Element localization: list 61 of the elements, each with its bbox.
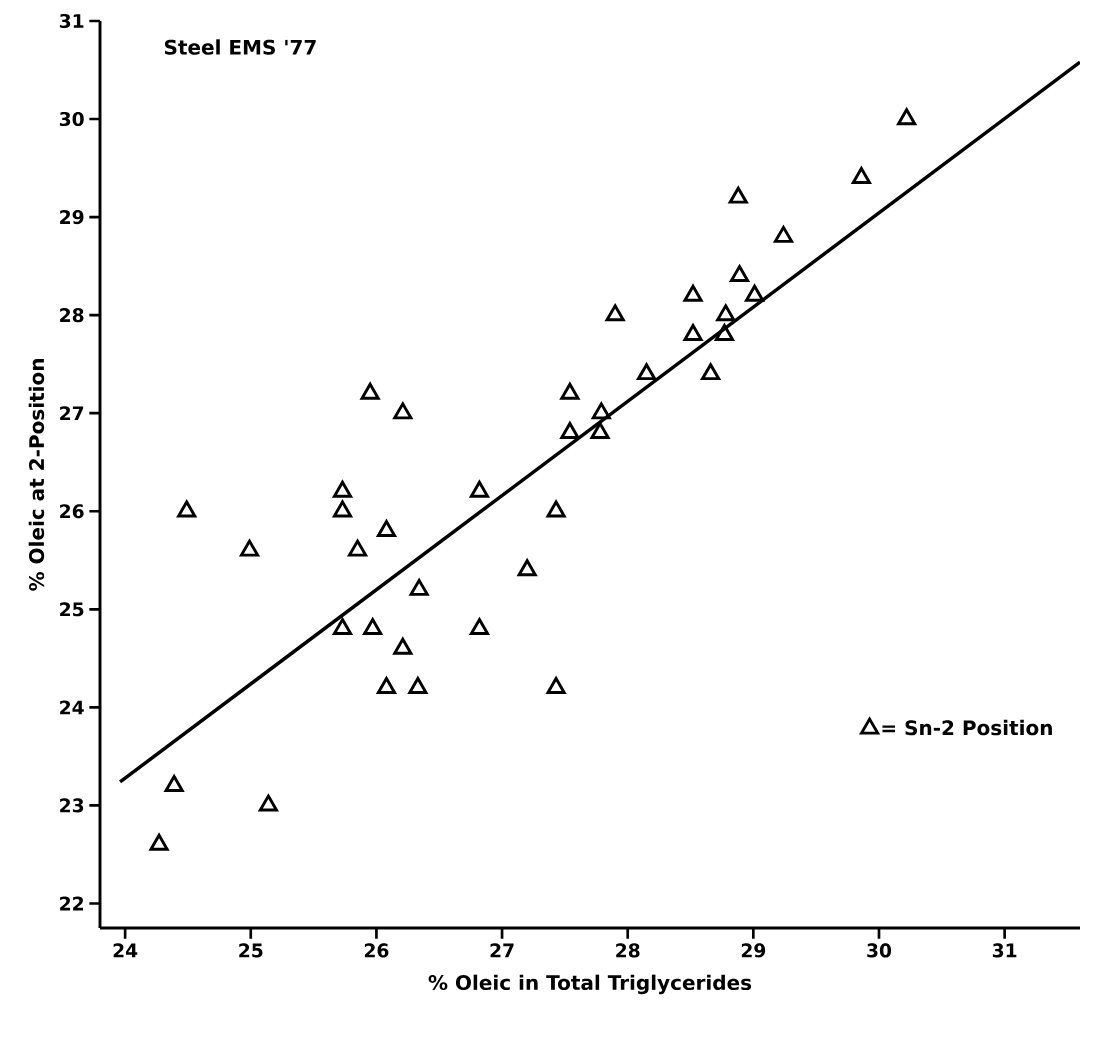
point — [560, 382, 580, 400]
y-tick-label: 30 — [59, 111, 84, 127]
point — [332, 500, 353, 518]
point — [897, 108, 917, 126]
point — [636, 363, 657, 381]
x-tick-label: 26 — [364, 943, 389, 958]
point — [164, 775, 184, 792]
point — [469, 618, 489, 636]
y-tick-label: 25 — [60, 602, 84, 617]
point — [408, 676, 428, 694]
point — [149, 833, 169, 851]
point — [590, 422, 610, 439]
point — [239, 539, 260, 557]
x-tick-label: 30 — [867, 943, 892, 958]
x-axis-title: % Oleic in Total Triglycerides — [428, 974, 752, 995]
point — [360, 382, 380, 400]
x-tick-label: 29 — [741, 943, 766, 958]
point — [716, 304, 736, 322]
point — [683, 284, 703, 302]
point — [393, 637, 413, 655]
point — [683, 323, 703, 341]
point — [773, 225, 794, 243]
point — [560, 422, 580, 439]
x-tick-label: 25 — [239, 943, 263, 958]
point — [728, 186, 748, 204]
x-tick-label: 27 — [490, 943, 514, 958]
point — [517, 559, 537, 577]
legend-label: = Sn-2 Position — [882, 719, 1052, 736]
x-tick-label: 31 — [992, 943, 1017, 958]
point — [409, 578, 429, 596]
y-tick-label: 22 — [60, 896, 84, 911]
x-tick-label: 24 — [113, 943, 138, 958]
y-axis-title: % Oleic at 2-Position — [28, 359, 45, 591]
point — [729, 265, 750, 283]
y-tick-label: 24 — [60, 700, 84, 715]
annotation: Steel EMS '77 — [164, 39, 316, 55]
point — [469, 480, 489, 498]
point — [745, 284, 765, 302]
point — [701, 363, 721, 381]
point — [851, 167, 871, 184]
point — [546, 676, 566, 694]
point — [177, 500, 197, 518]
point — [376, 676, 397, 694]
point — [605, 304, 625, 322]
y-tick-label: 23 — [60, 798, 84, 813]
y-tick-label: 26 — [60, 504, 84, 519]
point — [258, 794, 278, 812]
point — [393, 402, 413, 420]
y-tick-label: 28 — [60, 308, 84, 323]
point — [332, 618, 353, 636]
point — [376, 520, 397, 537]
y-tick-label: 27 — [60, 406, 84, 421]
point — [546, 500, 566, 518]
point — [591, 402, 611, 420]
point — [332, 480, 353, 498]
point — [714, 323, 734, 341]
y-tick-label: 29 — [60, 210, 84, 225]
x-tick-label: 28 — [616, 943, 640, 958]
point — [348, 539, 368, 557]
point — [363, 618, 383, 636]
y-tick-label: 31 — [59, 13, 84, 29]
